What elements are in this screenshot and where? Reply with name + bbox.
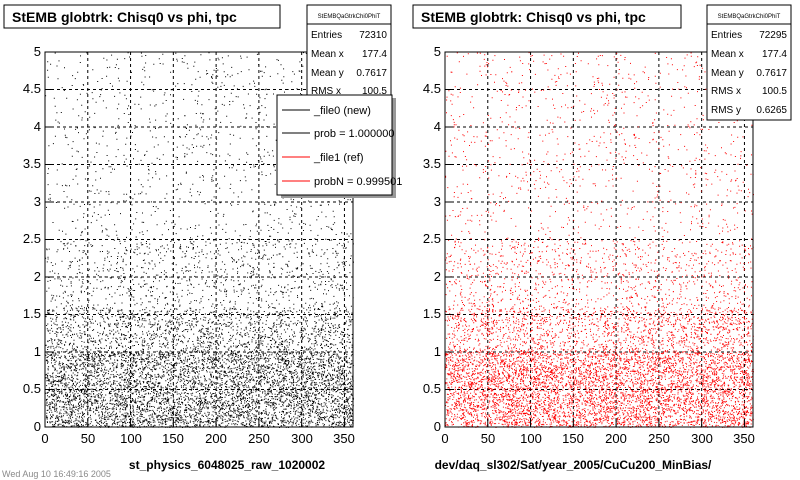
right-ytick-9: 4.5 (423, 81, 441, 96)
right-stats-box: StEMBQaGtrkChi0PhiT Entries 72295 Mean x… (706, 4, 792, 121)
right-stats-meanx: 177.4 (762, 49, 787, 60)
left-ytick-2: 1 (34, 344, 41, 359)
legend-label-file0: _file0 (new) (313, 105, 371, 117)
left-xtick-7: 350 (333, 431, 355, 446)
right-stats-entries: 72295 (759, 30, 787, 41)
right-ytick-0: 0 (434, 419, 441, 434)
right-ytick-2: 1 (434, 344, 441, 359)
left-stats-frame (306, 4, 392, 100)
right-stats-meany: 0.7617 (756, 68, 787, 79)
left-ytick-1: 0.5 (23, 381, 41, 396)
left-ytick-0: 0 (34, 419, 41, 434)
right-axis-ticks (444, 51, 745, 428)
left-xtick-4: 200 (205, 431, 227, 446)
left-panel: StEMB globtrk: Chisq0 vs phi, tpc 0 0.5 … (3, 4, 402, 472)
left-xtick-0: 0 (41, 431, 48, 446)
left-title-box (3, 4, 281, 29)
left-stats-meany-label: Mean y (311, 68, 344, 79)
right-ytick-5: 2.5 (423, 231, 441, 246)
right-stats-rmsx: 100.5 (762, 86, 787, 97)
left-xtick-6: 300 (291, 431, 313, 446)
right-ytick-10: 5 (434, 44, 441, 59)
left-xtick-3: 150 (162, 431, 184, 446)
right-ytick-3: 1.5 (423, 306, 441, 321)
left-y-tick-labels: 0 0.5 1 1.5 2 2.5 3 3.5 4 4.5 5 (23, 44, 41, 434)
right-xtick-0: 0 (441, 431, 448, 446)
left-ytick-3: 1.5 (23, 306, 41, 321)
left-x-tick-labels: 0 50 100 150 200 250 300 350 (41, 431, 354, 446)
right-panel: StEMB globtrk: Chisq0 vs phi, tpc 0 0.5 … (412, 4, 792, 472)
right-stats-rmsy: 0.6265 (756, 105, 787, 116)
left-ytick-6: 3 (34, 194, 41, 209)
right-stats-meanx-label: Mean x (711, 49, 744, 60)
left-stats-rmsx-label: RMS x (311, 86, 341, 97)
right-ytick-6: 3 (434, 194, 441, 209)
right-stats-meany-label: Mean y (711, 68, 744, 79)
legend: _file0 (new) prob = 1.000000 _file1 (ref… (276, 94, 402, 198)
left-stats-meanx: 177.4 (362, 49, 387, 60)
legend-label-file1: _file1 (ref) (313, 152, 364, 164)
legend-label-probn: probN = 0.999501 (314, 176, 402, 188)
right-x-tick-labels: 0 50 100 150 200 250 300 350 (441, 431, 754, 446)
right-stats-rmsx-label: RMS x (711, 86, 741, 97)
right-plot-area (444, 51, 754, 428)
left-xtick-2: 100 (120, 431, 142, 446)
left-stats-rmsx: 100.5 (362, 86, 387, 97)
right-ytick-1: 0.5 (423, 381, 441, 396)
right-stats-rmsy-label: RMS y (711, 105, 741, 116)
footer-timestamp: Wed Aug 10 16:49:16 2005 (2, 469, 111, 479)
left-axis-ticks (44, 51, 345, 428)
left-ytick-10: 5 (34, 44, 41, 59)
right-ytick-4: 2 (434, 269, 441, 284)
left-stats-meany: 0.7617 (356, 68, 387, 79)
left-ytick-8: 4 (34, 119, 41, 134)
right-title: StEMB globtrk: Chisq0 vs phi, tpc (421, 9, 646, 25)
right-xtick-7: 350 (733, 431, 755, 446)
right-xtick-2: 100 (520, 431, 542, 446)
right-ytick-7: 3.5 (423, 156, 441, 171)
left-stats-entries: 72310 (359, 30, 387, 41)
right-grid (444, 51, 753, 428)
left-stats-entries-label: Entries (311, 30, 342, 41)
right-y-tick-labels: 0 0.5 1 1.5 2 2.5 3 3.5 4 4.5 5 (423, 44, 441, 434)
left-stats-meanx-label: Mean x (311, 49, 344, 60)
right-xtick-6: 300 (691, 431, 713, 446)
left-title: StEMB globtrk: Chisq0 vs phi, tpc (12, 9, 237, 25)
legend-label-prob: prob = 1.000000 (314, 128, 394, 140)
left-scatter-points (45, 52, 354, 428)
right-stats-name: StEMBQaGtrkChi0PhiT (718, 14, 781, 20)
right-ytick-8: 4 (434, 119, 441, 134)
left-stats-box: StEMBQaGtrkChi0PhiT Entries 72310 Mean x… (306, 4, 392, 100)
right-stats-entries-label: Entries (711, 30, 742, 41)
right-stats-frame (706, 4, 792, 121)
right-xtick-1: 50 (481, 431, 495, 446)
right-xtick-5: 250 (648, 431, 670, 446)
left-ytick-4: 2 (34, 269, 41, 284)
left-x-axis-label: st_physics_6048025_raw_1020002 (129, 458, 325, 472)
right-xtick-4: 200 (605, 431, 627, 446)
left-ytick-7: 3.5 (23, 156, 41, 171)
right-xtick-3: 150 (562, 431, 584, 446)
left-xtick-1: 50 (81, 431, 95, 446)
left-ytick-9: 4.5 (23, 81, 41, 96)
left-stats-name: StEMBQaGtrkChi0PhiT (318, 14, 381, 20)
left-scatter-dots (45, 52, 354, 428)
right-title-box (412, 4, 682, 29)
left-xtick-5: 250 (248, 431, 270, 446)
left-ytick-5: 2.5 (23, 231, 41, 246)
right-x-axis-label: dev/daq_sl302/Sat/year_2005/CuCu200_MinB… (435, 458, 712, 472)
legend-frame (276, 94, 393, 196)
